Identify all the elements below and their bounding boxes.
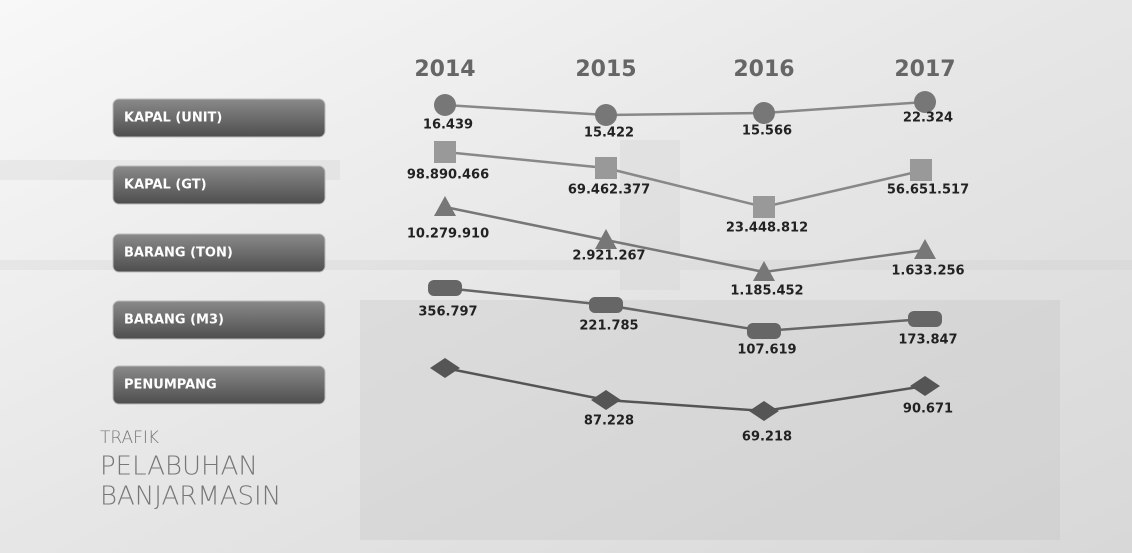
- value-label: 69.218: [742, 430, 792, 445]
- value-label: 23.448.812: [726, 221, 808, 236]
- value-label: 221.785: [579, 319, 638, 334]
- value-label: 1.185.452: [730, 284, 803, 299]
- circle-marker: [595, 104, 617, 126]
- circle-marker: [434, 94, 456, 116]
- pill-marker: [589, 297, 623, 313]
- value-label: 98.890.466: [407, 168, 489, 183]
- value-label: 1.633.256: [891, 264, 964, 279]
- circle-marker: [753, 102, 775, 124]
- value-label: 173.847: [898, 333, 957, 348]
- infographic: TRAFIK PELABUHAN BANJARMASIN 2014 2015 201…: [0, 0, 1132, 553]
- year-label: 2015: [575, 57, 636, 82]
- square-marker: [434, 141, 456, 163]
- title-small: TRAFIK: [100, 428, 159, 448]
- row-label: KAPAL (UNIT): [124, 111, 222, 126]
- pill-marker: [428, 280, 462, 296]
- title-line: PELABUHAN: [100, 452, 258, 482]
- value-label: 90.671: [903, 402, 953, 417]
- pill-marker: [747, 323, 781, 339]
- year-label: 2017: [894, 57, 955, 82]
- square-marker: [753, 196, 775, 218]
- value-label: 15.422: [584, 126, 634, 141]
- row-label: BARANG (M3): [124, 313, 224, 328]
- value-label: 10.279.910: [407, 227, 489, 242]
- value-label: 56.651.517: [887, 183, 969, 198]
- value-label: 87.228: [584, 414, 634, 429]
- value-label: 16.439: [423, 118, 473, 133]
- pill-marker: [908, 311, 942, 327]
- year-label: 2016: [733, 57, 794, 82]
- value-label: 22.324: [903, 111, 953, 126]
- year-label: 2014: [414, 57, 475, 82]
- value-label: 69.462.377: [568, 183, 650, 198]
- title-line: BANJARMASIN: [100, 482, 281, 512]
- square-marker: [910, 159, 932, 181]
- value-label: 356.797: [418, 305, 477, 320]
- value-label: 15.566: [742, 124, 792, 139]
- value-label: 107.619: [737, 343, 796, 358]
- value-label: 2.921.267: [572, 249, 645, 264]
- row-label: PENUMPANG: [124, 378, 217, 393]
- square-marker: [595, 157, 617, 179]
- row-label: BARANG (TON): [124, 246, 233, 261]
- row-label: KAPAL (GT): [124, 178, 207, 193]
